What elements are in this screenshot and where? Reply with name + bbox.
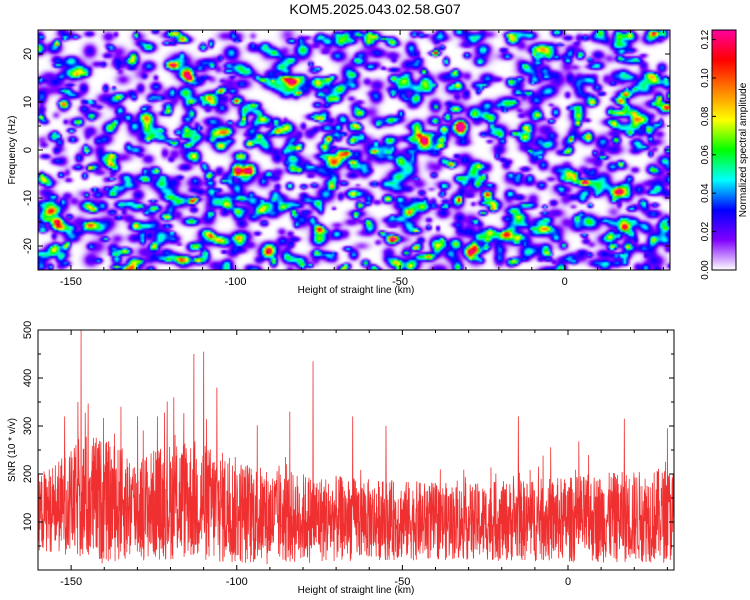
heatmap-x-ticks: -150 -100 -50 0 (37, 30, 664, 288)
colorbar-tick-label: 0.08 (700, 106, 711, 126)
colorbar-tick-label: 0.10 (700, 68, 711, 88)
snr-x-tick-label: 0 (565, 576, 571, 588)
heatmap-y-tick-label: -20 (22, 238, 34, 254)
heatmap-y-ticks: -20 -10 0 10 20 (22, 29, 670, 271)
colorbar-tick-label: 0.04 (700, 183, 711, 203)
heatmap-y-tick-label: -10 (22, 190, 34, 206)
chart-title: KOM5.2025.043.02.58.G07 (289, 1, 460, 17)
heatmap-x-tick-label: -100 (224, 276, 246, 288)
heatmap-x-axis-label: Height of straight line (km) (298, 285, 415, 296)
colorbar-tick-label: 0.06 (700, 145, 711, 165)
snr-y-tick-label: 400 (22, 369, 34, 387)
snr-x-ticks: -150 -100 -50 0 (37, 330, 668, 588)
snr-panel: -150 -100 -50 0 100 200 300 400 500 Height of s… (7, 321, 675, 596)
colorbar-tick-label: 0.02 (700, 221, 711, 241)
snr-x-axis-label: Height of straight line (km) (298, 585, 415, 596)
snr-x-tick-label: -150 (60, 576, 82, 588)
heatmap-y-tick-label: 0 (22, 147, 34, 153)
heatmap-y-tick-label: 20 (22, 48, 34, 60)
colorbar-gradient (711, 29, 737, 271)
snr-y-tick-label: 100 (22, 513, 34, 531)
snr-y-tick-label: 200 (22, 465, 34, 483)
heatmap-x-tick-label: -50 (392, 276, 408, 288)
heatmap-x-tick-label: 0 (562, 276, 568, 288)
colorbar-ticks: 0.00 0.02 0.04 0.06 0.08 0.10 0.12 (700, 29, 716, 280)
snr-x-tick-label: -50 (394, 576, 410, 588)
heatmap-y-tick-label: 10 (22, 96, 34, 108)
snr-x-tick-label: -100 (226, 576, 248, 588)
snr-y-tick-label: 300 (22, 417, 34, 435)
snr-y-ticks: 100 200 300 400 500 (22, 321, 674, 547)
colorbar: 0.00 0.02 0.04 0.06 0.08 0.10 0.12 Normalized … (700, 29, 749, 279)
snr-y-axis-label: SNR (10 * v/v) (7, 418, 18, 482)
heatmap-x-tick-label: -150 (60, 276, 82, 288)
colorbar-tick-label: 0.12 (700, 29, 711, 49)
colorbar-label: Normalized spectral amplitude (738, 82, 749, 217)
snr-series-line (38, 330, 674, 565)
heatmap-image (38, 30, 670, 270)
colorbar-tick-label: 0.00 (700, 260, 711, 280)
snr-y-tick-label: 500 (22, 321, 34, 339)
heatmap-y-axis-label: Frequency (Hz) (7, 116, 18, 185)
